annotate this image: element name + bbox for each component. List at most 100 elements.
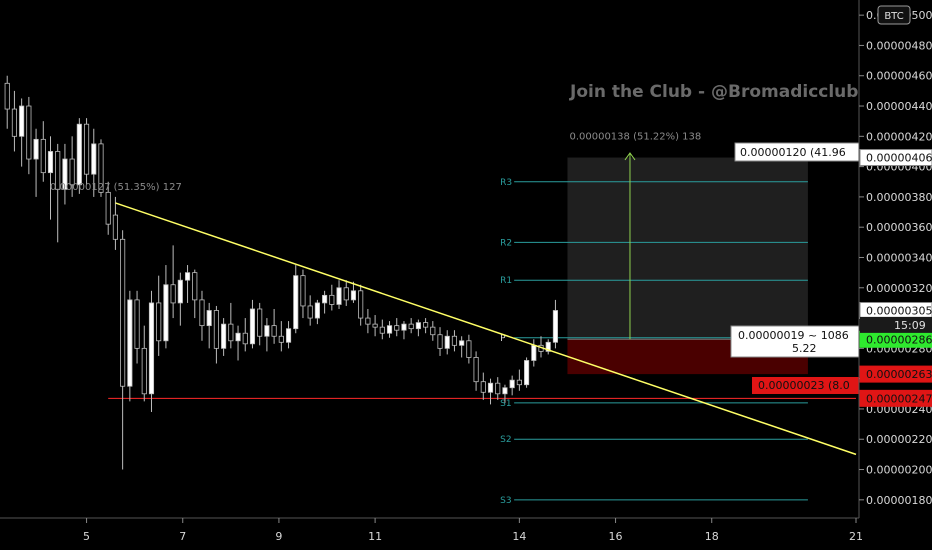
candle-body[interactable] xyxy=(524,360,530,386)
candle-body[interactable] xyxy=(163,284,169,342)
candle-body[interactable] xyxy=(329,294,335,305)
candle-body[interactable] xyxy=(408,323,414,330)
candle-body[interactable] xyxy=(350,290,357,301)
candle-body[interactable] xyxy=(487,382,494,393)
candle-body[interactable] xyxy=(257,308,263,337)
candle-body[interactable] xyxy=(307,305,313,319)
price-tag-target: 0.00000406 xyxy=(866,152,932,165)
candle-body[interactable] xyxy=(415,322,421,330)
candle-body[interactable] xyxy=(19,105,25,137)
candle-body[interactable] xyxy=(148,302,155,395)
candles[interactable] xyxy=(4,75,559,470)
x-axis[interactable]: 5 7 9 11 14 16 18 21 xyxy=(0,517,863,543)
candle-body[interactable] xyxy=(372,323,378,328)
candle-body[interactable] xyxy=(40,138,46,174)
candle-body[interactable] xyxy=(386,325,393,334)
candle-body[interactable] xyxy=(4,82,10,110)
candle-body[interactable] xyxy=(271,325,277,337)
candle-body[interactable] xyxy=(509,379,515,389)
candle-body[interactable] xyxy=(249,308,256,345)
candle-body[interactable] xyxy=(336,287,342,305)
pivot-label-s2: S2 xyxy=(500,435,511,445)
candle-body[interactable] xyxy=(141,347,147,395)
candle-body[interactable] xyxy=(502,387,508,395)
profit-zone xyxy=(567,157,808,340)
candle-body[interactable] xyxy=(459,340,465,346)
entry-box-line2: 5.22 xyxy=(792,342,817,355)
candle-body[interactable] xyxy=(358,290,364,319)
candle-body[interactable] xyxy=(322,294,328,304)
pivot-label-r1: R1 xyxy=(500,276,512,286)
currency-badge[interactable]: BTC xyxy=(877,5,911,25)
candle-body[interactable] xyxy=(379,326,385,334)
pivot-label-s3: S3 xyxy=(500,496,511,506)
candle-body[interactable] xyxy=(228,323,234,342)
candle-body[interactable] xyxy=(545,341,551,352)
candle-body[interactable] xyxy=(466,340,472,358)
candle-body[interactable] xyxy=(127,299,133,387)
candle-body[interactable] xyxy=(264,325,270,337)
candle-body[interactable] xyxy=(235,332,241,342)
currency-badge-label: BTC xyxy=(884,11,903,22)
y-tick-label: 0.00000200 xyxy=(866,464,932,477)
candle-body[interactable] xyxy=(430,326,436,336)
candle-body[interactable] xyxy=(105,191,111,225)
candle-body[interactable] xyxy=(213,310,219,349)
candle-body[interactable] xyxy=(83,123,90,175)
candle-body[interactable] xyxy=(120,238,126,387)
pivot-label-s1: S1 xyxy=(500,399,511,409)
candle-body[interactable] xyxy=(473,357,479,383)
y-axis[interactable]: 0.000005000.000004800.000004600.00000440… xyxy=(858,0,932,550)
candle-body[interactable] xyxy=(33,138,39,160)
candle-body[interactable] xyxy=(343,287,349,301)
candle-body[interactable] xyxy=(112,214,118,240)
candle-body[interactable] xyxy=(437,334,443,349)
candle-body[interactable] xyxy=(285,328,292,343)
countdown-label: 15:09 xyxy=(894,319,926,332)
candle-body[interactable] xyxy=(170,284,176,304)
candle-body[interactable] xyxy=(365,317,371,325)
candle-body[interactable] xyxy=(199,299,205,327)
candle-body[interactable] xyxy=(47,151,54,174)
candle-body[interactable] xyxy=(314,302,320,319)
candle-body[interactable] xyxy=(444,335,450,349)
candle-body[interactable] xyxy=(62,158,68,190)
candle-body[interactable] xyxy=(242,332,248,345)
trendline-line[interactable] xyxy=(115,202,857,456)
trendline[interactable] xyxy=(115,202,857,456)
candle-body[interactable] xyxy=(516,379,522,386)
candle-body[interactable] xyxy=(91,143,97,175)
candle-body[interactable] xyxy=(134,299,140,349)
candle-body[interactable] xyxy=(156,302,162,342)
candle-body[interactable] xyxy=(278,335,284,343)
candle-body[interactable] xyxy=(394,325,400,331)
x-tick-label: 21 xyxy=(849,530,863,543)
candle-body[interactable] xyxy=(552,310,559,343)
y-tick-label: 0.00000380 xyxy=(866,191,932,204)
candle-body[interactable] xyxy=(480,381,486,393)
candle-body[interactable] xyxy=(495,382,501,395)
candle-body[interactable] xyxy=(98,143,104,193)
candle-body[interactable] xyxy=(206,310,212,327)
candle-body[interactable] xyxy=(293,275,299,330)
candle-body[interactable] xyxy=(531,344,537,361)
y-tick-label: 0.00000460 xyxy=(866,70,932,83)
x-tick-label: 7 xyxy=(179,530,186,543)
candle-body[interactable] xyxy=(69,158,75,186)
candle-body[interactable] xyxy=(55,151,61,190)
pivot-label-r3: R3 xyxy=(500,178,512,188)
price-tags: 0.00000406 0.00000305 0.00000286 0.00000263… xyxy=(859,149,932,407)
candle-body[interactable] xyxy=(177,279,183,304)
candle-body[interactable] xyxy=(401,323,407,331)
candle-body[interactable] xyxy=(184,272,191,281)
candle-body[interactable] xyxy=(11,108,17,137)
candle-body[interactable] xyxy=(451,335,458,346)
candle-body[interactable] xyxy=(423,322,429,328)
candle-body[interactable] xyxy=(26,105,32,160)
candle-body[interactable] xyxy=(300,275,306,307)
y-tick-label: 0.00000320 xyxy=(866,282,932,295)
candle-body[interactable] xyxy=(192,272,198,301)
candle-body[interactable] xyxy=(221,323,227,349)
candle-body[interactable] xyxy=(76,123,82,186)
